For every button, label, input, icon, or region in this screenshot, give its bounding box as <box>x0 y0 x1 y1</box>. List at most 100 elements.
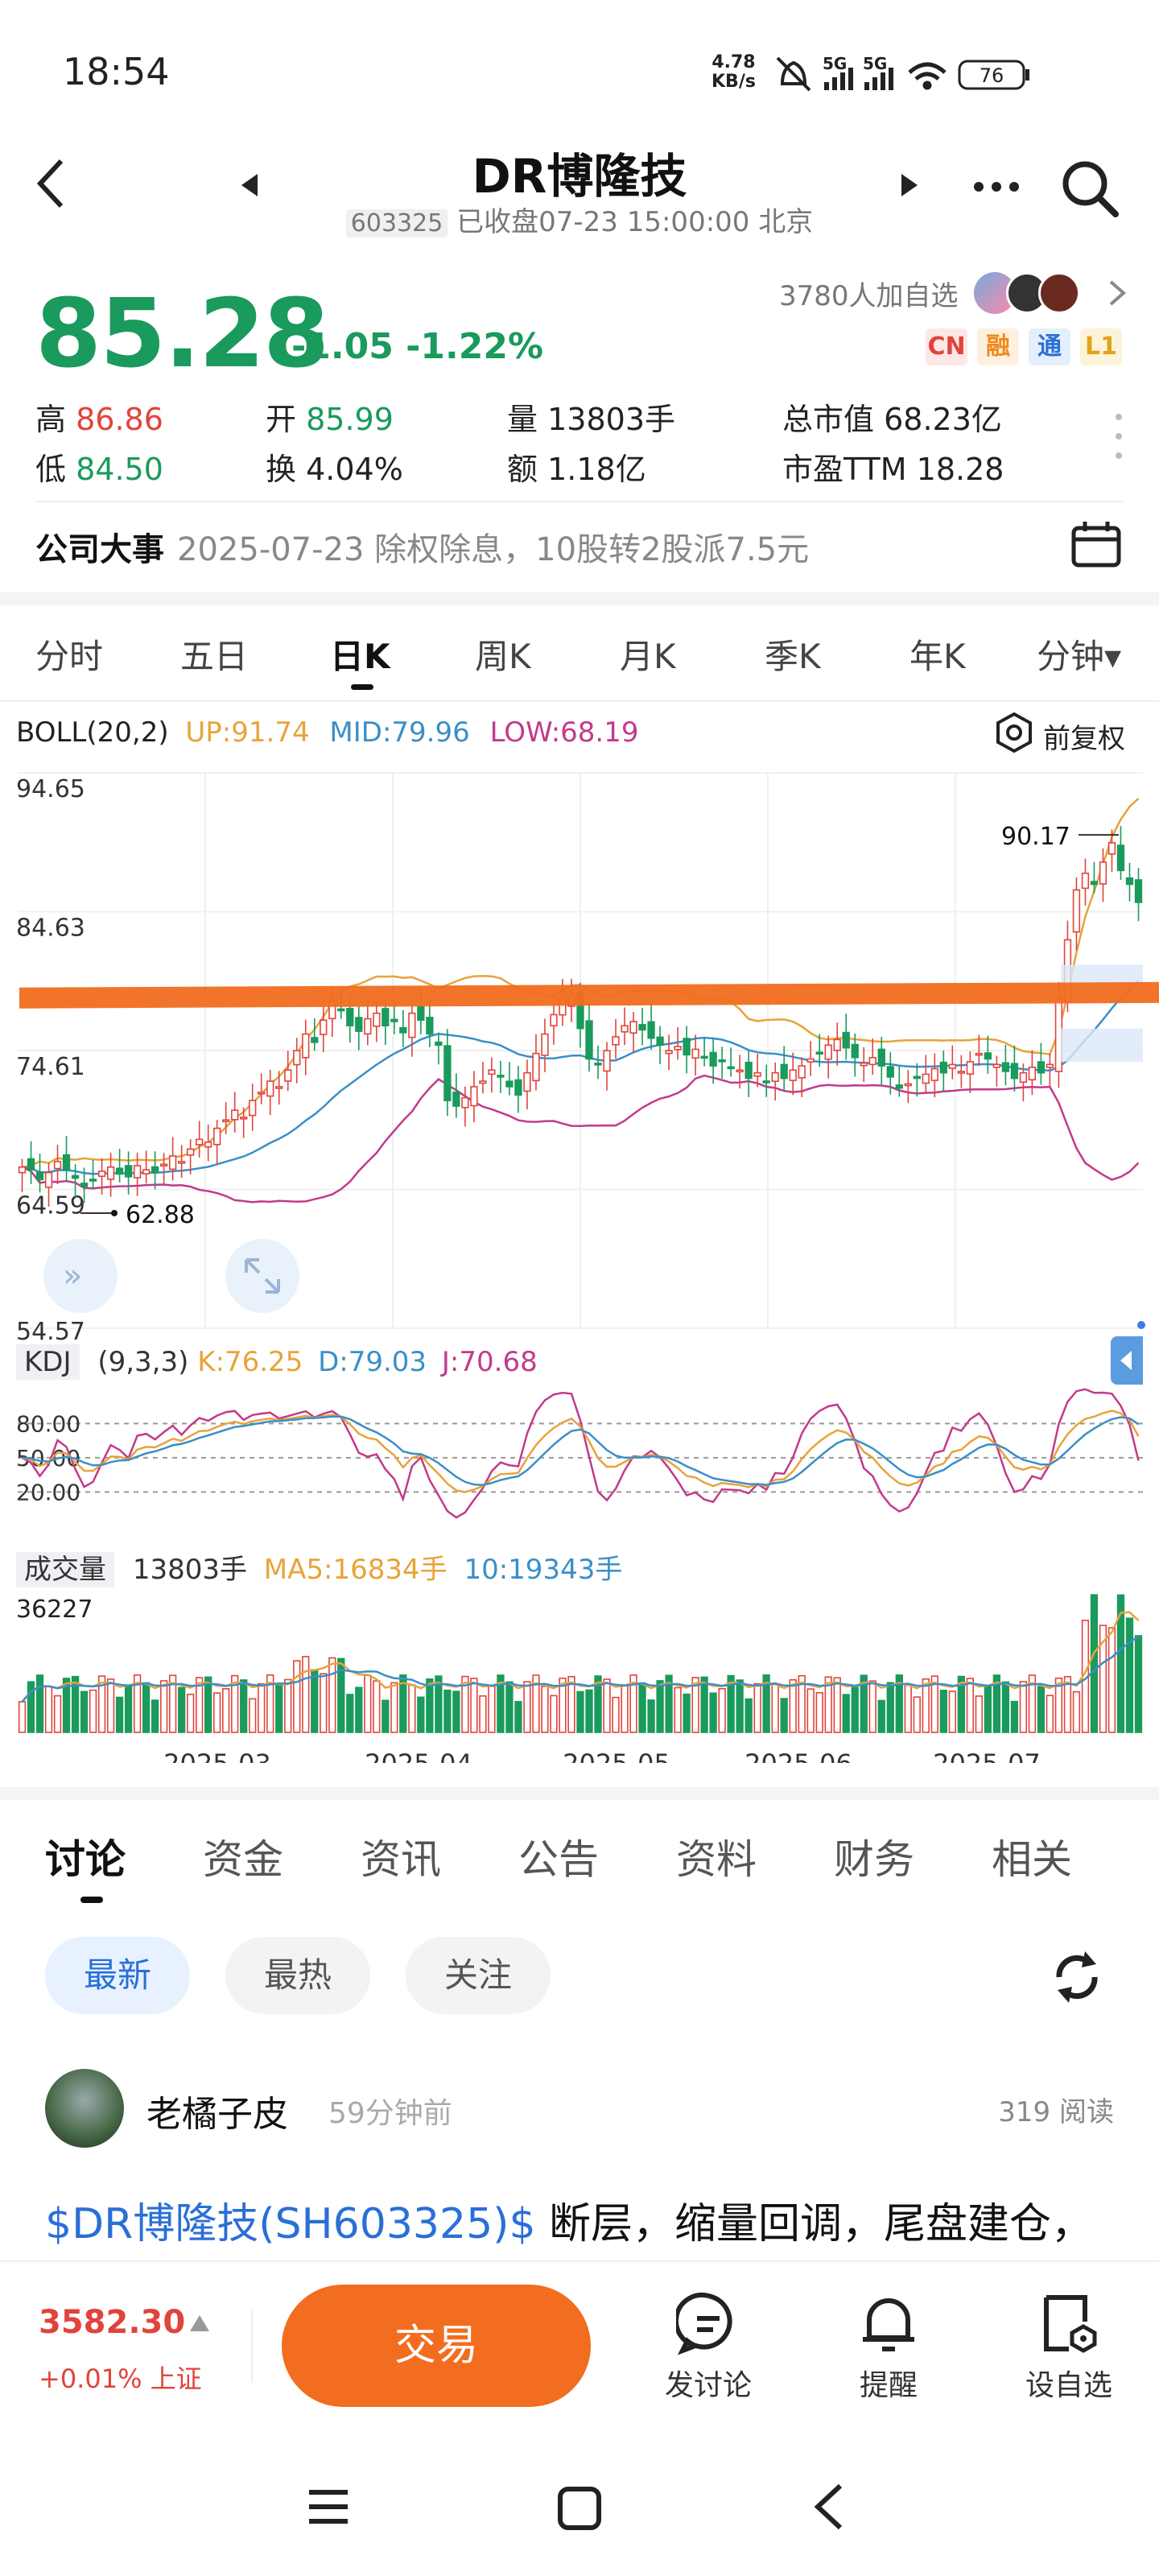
back-icon[interactable] <box>35 158 68 209</box>
follow-count[interactable]: 3780人加自选 <box>779 280 959 312</box>
tab-profile[interactable]: 资料 <box>676 1836 757 1883</box>
volume-bar <box>806 1688 815 1733</box>
post-body[interactable]: $DR博隆技(SH603325)$ 断层，缩量回调，尾盘建仓， <box>45 2200 1094 2248</box>
post-time: 59分钟前 <box>328 2097 452 2130</box>
volume-bar <box>895 1674 903 1733</box>
filter-hot[interactable]: 最热 <box>225 1937 370 2014</box>
search-icon[interactable] <box>1059 158 1120 219</box>
volume-bar <box>922 1678 930 1733</box>
prev-stock-icon[interactable] <box>240 172 259 198</box>
candle <box>603 1050 611 1072</box>
adjust-mode[interactable]: 前复权 <box>1043 723 1125 755</box>
candle <box>302 1033 310 1059</box>
status-icons: 5G 5G 76 <box>776 54 1029 92</box>
candle <box>470 1086 478 1107</box>
watchlist-label[interactable]: 设自选 <box>1025 2369 1112 2402</box>
refresh-icon[interactable] <box>1046 1946 1107 2008</box>
candle <box>1001 1062 1010 1072</box>
volume-bar <box>364 1674 372 1733</box>
tab-minute[interactable]: 分钟▾ <box>1037 637 1122 676</box>
tab-discuss[interactable]: 讨论 <box>45 1836 126 1883</box>
candle <box>753 1071 761 1077</box>
candle <box>718 1059 726 1063</box>
trade-button[interactable]: 交易 <box>282 2285 591 2407</box>
avatar[interactable] <box>45 2069 124 2148</box>
filter-following[interactable]: 关注 <box>406 1937 551 2014</box>
volume-bar <box>106 1678 115 1733</box>
nav-back-icon[interactable] <box>811 2483 847 2531</box>
volume-bar <box>18 1701 27 1733</box>
volume-bar <box>133 1674 142 1733</box>
drawn-trendline <box>19 981 1159 1009</box>
filter-latest[interactable]: 最新 <box>45 1937 190 2014</box>
candle <box>479 1080 487 1084</box>
tab-news[interactable]: 资讯 <box>361 1836 441 1883</box>
discuss-label[interactable]: 发讨论 <box>664 2369 752 2402</box>
expand-left-button[interactable] <box>43 1239 118 1313</box>
volume-bar <box>488 1685 496 1733</box>
volume-bar <box>373 1680 381 1733</box>
expand-dots-icon[interactable] <box>1112 412 1125 460</box>
company-event[interactable]: 公司大事 2025-07-23 除权除息，10股转2股派7.5元 <box>35 531 810 568</box>
volume-bar <box>718 1687 726 1733</box>
more-icon[interactable] <box>972 180 1021 193</box>
settings-icon[interactable] <box>993 712 1035 753</box>
bell-icon[interactable] <box>856 2291 921 2355</box>
fullscreen-button[interactable] <box>225 1239 299 1313</box>
candle <box>266 1080 274 1097</box>
candle <box>1125 877 1134 886</box>
battery-icon <box>958 60 1025 90</box>
tab-intraday[interactable]: 分时 <box>35 637 104 676</box>
next-stock-icon[interactable] <box>900 172 919 198</box>
kdj-legend[interactable]: KDJ (9,3,3) K:76.25 D:79.03 J:70.68 <box>16 1344 538 1380</box>
add-watchlist-icon[interactable] <box>1037 2291 1101 2355</box>
remind-label[interactable]: 提醒 <box>859 2369 918 2402</box>
collapse-panel-button[interactable] <box>1111 1336 1143 1385</box>
mute-bell-icon <box>776 56 811 92</box>
volume-bar <box>435 1675 443 1733</box>
volume-bar <box>514 1701 522 1733</box>
candle <box>124 1165 133 1178</box>
volume-bar <box>851 1686 859 1733</box>
volume-bar <box>930 1675 938 1733</box>
calendar-icon[interactable] <box>1070 520 1122 568</box>
candle <box>1134 879 1143 903</box>
volume-bar <box>97 1675 106 1733</box>
post-author[interactable]: 老橘子皮 <box>146 2094 288 2135</box>
stat-high: 高 86.86 <box>35 402 163 437</box>
tab-quarterly-k[interactable]: 季K <box>765 637 821 676</box>
volume-bar <box>505 1681 514 1733</box>
candle <box>913 1075 921 1080</box>
home-icon[interactable] <box>557 2486 602 2531</box>
index-change[interactable]: +0.01% 上证 <box>39 2363 202 2394</box>
volume-bar <box>1072 1690 1081 1733</box>
volume-bar <box>638 1682 646 1733</box>
tab-announcements[interactable]: 公告 <box>518 1836 599 1883</box>
tab-finance[interactable]: 财务 <box>834 1836 914 1883</box>
chevron-right-icon[interactable] <box>1107 279 1127 308</box>
tab-five-day[interactable]: 五日 <box>180 637 249 676</box>
menu-icon[interactable] <box>306 2487 351 2526</box>
tag-margin: 融 <box>977 328 1019 365</box>
tab-weekly-k[interactable]: 周K <box>475 637 531 676</box>
volume-legend[interactable]: 成交量 13803手 MA5:16834手 10:19343手 <box>16 1547 622 1587</box>
tab-funds[interactable]: 资金 <box>203 1836 283 1883</box>
volume-bar <box>231 1674 239 1733</box>
tab-related[interactable]: 相关 <box>992 1836 1072 1883</box>
candle <box>408 1012 416 1038</box>
candle <box>62 1154 71 1171</box>
kline-chart[interactable]: 94.65 84.63 74.61 64.59 54.57 90.17 62.88 » 80.0… <box>0 757 1159 1763</box>
candle <box>231 1109 239 1121</box>
tab-daily-k[interactable]: 日K <box>330 637 390 676</box>
index-value[interactable]: 3582.30 <box>39 2304 186 2341</box>
boll-legend[interactable]: BOLL(20,2) UP:91.74 MID:79.96 LOW:68.19 <box>16 716 639 749</box>
volume-bar <box>559 1678 567 1733</box>
volume-bar <box>771 1683 779 1733</box>
candle <box>311 1037 319 1043</box>
discuss-icon[interactable] <box>676 2291 740 2355</box>
tab-yearly-k[interactable]: 年K <box>909 637 966 676</box>
volume-bar <box>461 1675 469 1733</box>
avatar <box>1038 272 1080 314</box>
tab-monthly-k[interactable]: 月K <box>620 637 676 676</box>
follower-avatars[interactable] <box>974 269 1095 317</box>
